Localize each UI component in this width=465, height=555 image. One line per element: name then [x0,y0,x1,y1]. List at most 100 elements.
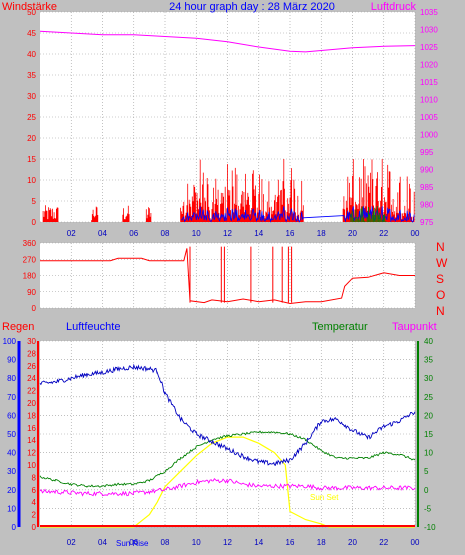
wind-mean-line [181,206,415,223]
temperature-tick-label: 5 [424,467,429,476]
rain-tick-label: 8 [32,473,37,482]
humidity-tick-label: 70 [7,393,16,402]
humidity-line [39,363,416,466]
temperature-axis-label: Temperatur [312,321,368,333]
rain-axis-label: Regen [2,321,34,333]
wind-tick-label: 30 [27,92,36,101]
rain-tick-label: 22 [27,387,36,396]
pressure-tick-label: 1030 [420,26,438,35]
pressure-tick-label: 975 [420,218,434,227]
wind-tick-label: 20 [27,134,36,143]
humidity-tick-label: 90 [7,356,16,365]
rain-tick-label: 10 [27,461,36,470]
sun-set-label: Sun Set [310,493,339,502]
direction-tick-label: 180 [23,272,37,281]
direction-spikes [189,246,293,303]
x-tick-label: 22 [379,229,388,238]
wind-tick-label: 0 [32,218,37,227]
humidity-tick-label: 50 [7,430,16,439]
rain-tick-label: 4 [32,498,37,507]
direction-tick-label: 90 [27,288,36,297]
wind-tick-label: 50 [27,8,36,17]
x-tick-label: 06 [129,229,138,238]
direction-tick-label: 360 [23,239,37,248]
wind-tick-label: 35 [27,71,36,80]
temperature-tick-label: 20 [424,411,433,420]
rain-tick-label: 18 [27,411,36,420]
humidity-tick-label: 10 [7,504,16,513]
humidity-tick-label: 30 [7,467,16,476]
direction-letter: N [436,304,445,318]
x-tick-label: 16 [286,229,295,238]
humidity-tick-label: 40 [7,449,16,458]
wind-tick-label: 45 [27,29,36,38]
wind-axis-label: Windstärke [2,1,57,13]
pressure-tick-label: 980 [420,201,434,210]
pressure-tick-label: 985 [420,183,434,192]
pressure-line [39,30,416,53]
x-tick-label: 00 [411,229,420,238]
pressure-tick-label: 995 [420,148,434,157]
humidity-tick-label: 20 [7,486,16,495]
x-tick-label: 06 [129,538,138,547]
x-tick-label: 10 [192,538,201,547]
temperature-tick-label: 10 [424,449,433,458]
dewpoint-axis-label: Taupunkt [392,321,437,333]
wind-tick-label: 25 [27,113,36,122]
x-tick-label: 02 [67,229,76,238]
pressure-tick-label: 1025 [420,43,438,52]
temperature-tick-label: -5 [424,504,432,513]
wind-extra-bars [350,206,387,222]
x-tick-label: 20 [348,538,357,547]
wind-tick-label: 10 [27,176,36,185]
rain-tick-label: 26 [27,362,36,371]
rain-tick-label: 24 [27,374,36,383]
solar-line [40,436,415,528]
pressure-tick-label: 1020 [420,61,438,70]
x-tick-label: 04 [98,538,107,547]
x-tick-label: 08 [161,538,170,547]
x-tick-label: 18 [317,229,326,238]
pressure-tick-label: 1005 [420,113,438,122]
temperature-tick-label: -10 [424,523,436,532]
x-tick-label: 10 [192,229,201,238]
humidity-tick-label: 0 [12,523,17,532]
x-tick-label: 00 [411,538,420,547]
direction-letter: O [436,288,445,302]
pressure-tick-label: 1010 [420,96,438,105]
direction-tick-label: 0 [32,304,37,313]
temperature-line [39,430,416,488]
direction-letter: W [436,256,448,270]
rain-tick-label: 2 [32,511,37,520]
direction-letter: S [436,272,444,286]
x-tick-label: 12 [223,229,232,238]
rain-tick-label: 16 [27,424,36,433]
x-tick-label: 16 [286,538,295,547]
x-tick-label: 08 [161,229,170,238]
chart-title: 24 hour graph day : 28 März 2020 [169,1,335,13]
x-tick-label: 12 [223,538,232,547]
x-tick-label: 14 [254,538,263,547]
x-tick-label: 18 [317,538,326,547]
pressure-tick-label: 1035 [420,8,438,17]
rain-tick-label: 28 [27,349,36,358]
pressure-tick-label: 990 [420,166,434,175]
rain-tick-label: 0 [32,523,37,532]
temperature-tick-label: 0 [424,486,429,495]
humidity-tick-label: 80 [7,374,16,383]
temperature-tick-label: 30 [424,374,433,383]
x-tick-label: 14 [254,229,263,238]
temperature-tick-label: 15 [424,430,433,439]
wind-tick-label: 15 [27,155,36,164]
x-tick-label: 04 [98,229,107,238]
rain-tick-label: 30 [27,337,36,346]
humidity-tick-label: 100 [3,337,17,346]
direction-letter: N [436,240,445,254]
wind-tick-label: 5 [32,197,37,206]
pressure-tick-label: 1000 [420,131,438,140]
x-tick-label: 22 [379,538,388,547]
direction-tick-label: 270 [23,255,37,264]
sun-rise-label: Sun Rise [116,539,149,548]
temperature-tick-label: 25 [424,393,433,402]
